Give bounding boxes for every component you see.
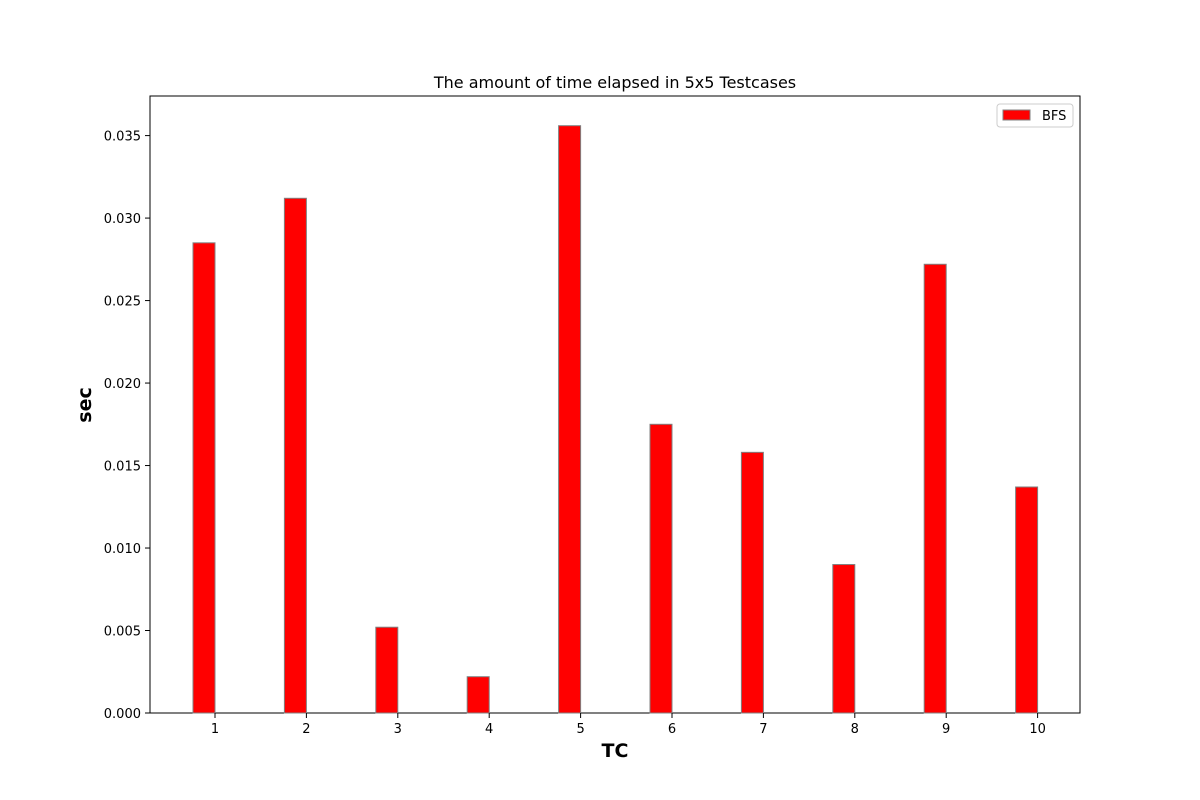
x-axis-ticks: 1 2 3 4 5 6 7 8 9 10 [211,713,1046,737]
bar-tc-6 [649,423,673,714]
bar-tc-2 [283,197,307,714]
y-tick-label: 0.020 [104,377,141,392]
x-tick-label: 7 [759,722,767,737]
y-tick-label: 0.035 [104,130,141,145]
y-axis-label: sec [74,387,96,422]
y-tick-label: 0.025 [104,295,141,310]
x-tick-label: 2 [302,722,310,737]
bar-tc-9 [923,263,947,714]
x-axis-label: TC [602,740,629,762]
y-axis-ticks: 0.000 0.005 0.010 0.015 0.020 0.025 0.030 0.035 [104,130,150,722]
bar-tc-4 [466,676,490,714]
bar-tc-3 [375,626,399,714]
legend-entry-bfs: BFS [1042,109,1066,124]
x-tick-label: 8 [851,722,859,737]
legend-swatch-bfs [1002,109,1031,121]
chart-title: The amount of time elapsed in 5x5 Testca… [433,73,796,92]
y-tick-label: 0.010 [104,542,141,557]
bar-tc-1 [192,242,216,714]
bar-tc-10 [1015,486,1039,714]
x-tick-label: 6 [668,722,676,737]
x-tick-label: 10 [1029,722,1046,737]
x-tick-label: 9 [942,722,950,737]
bars-group [192,125,1039,714]
bar-tc-7 [740,451,764,714]
x-tick-label: 4 [485,722,493,737]
y-tick-label: 0.005 [104,625,141,640]
y-tick-label: 0.030 [104,212,141,227]
x-tick-label: 5 [576,722,584,737]
bar-tc-8 [832,564,856,714]
y-tick-label: 0.000 [104,707,141,722]
bar-tc-5 [558,125,582,714]
y-tick-label: 0.015 [104,460,141,475]
plot-area-frame [149,95,1081,714]
legend: BFS [996,103,1074,128]
x-tick-label: 3 [394,722,402,737]
x-tick-label: 1 [211,722,219,737]
